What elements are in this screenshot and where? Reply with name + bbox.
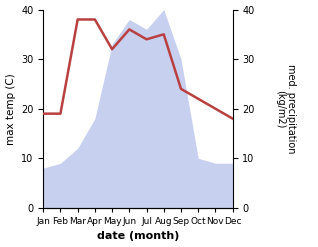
Y-axis label: med. precipitation
(kg/m2): med. precipitation (kg/m2) [275, 64, 296, 153]
X-axis label: date (month): date (month) [97, 231, 179, 242]
Y-axis label: max temp (C): max temp (C) [5, 73, 16, 144]
